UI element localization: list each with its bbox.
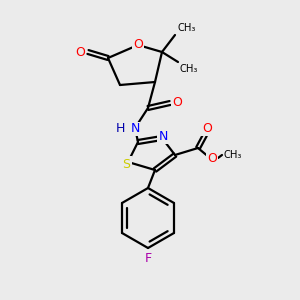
Text: CH₃: CH₃	[177, 23, 195, 33]
Text: O: O	[75, 46, 85, 59]
Text: N: N	[130, 122, 140, 136]
Text: O: O	[133, 38, 143, 50]
Text: O: O	[207, 152, 217, 166]
Text: O: O	[202, 122, 212, 134]
Text: O: O	[172, 97, 182, 110]
Text: S: S	[122, 158, 130, 170]
Text: H: H	[116, 122, 125, 136]
Text: N: N	[158, 130, 168, 142]
Text: F: F	[144, 251, 152, 265]
Text: CH₃: CH₃	[180, 64, 198, 74]
Text: CH₃: CH₃	[224, 150, 242, 160]
